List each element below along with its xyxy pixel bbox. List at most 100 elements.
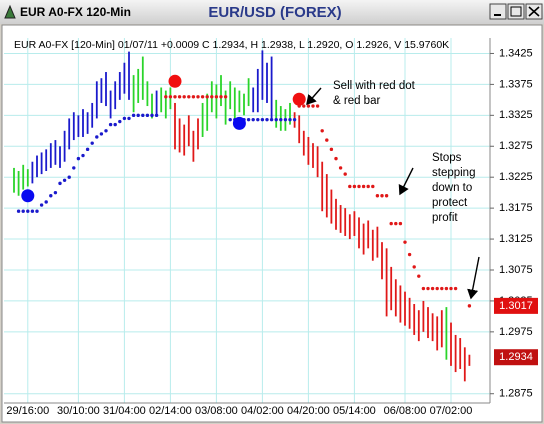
window-title: EUR A0-FX 120-Min <box>20 5 131 19</box>
stop-dot <box>283 117 288 122</box>
stop-dot <box>67 175 71 179</box>
x-tick-label: 02/14:00 <box>149 405 192 417</box>
stop-dot <box>269 117 274 122</box>
stop-dot <box>398 221 403 226</box>
price-marker <box>494 297 538 314</box>
maximize-button[interactable] <box>507 3 525 20</box>
stop-dot <box>279 117 283 122</box>
stop-dot <box>44 200 48 204</box>
signal-dot <box>292 92 306 106</box>
stop-dot <box>274 117 278 122</box>
stop-dot <box>453 286 458 291</box>
plot <box>13 50 494 395</box>
annotation-text: down to <box>432 182 472 194</box>
annotation-text: Sell with red dot <box>333 80 416 92</box>
stop-dot <box>334 156 338 161</box>
annotation-text: stepping <box>432 167 475 179</box>
y-tick-label: 1.3075 <box>499 264 533 276</box>
y-tick-label: 1.3175 <box>499 202 533 214</box>
y-tick-label: 1.3275 <box>499 140 533 152</box>
stop-dot <box>246 117 251 122</box>
y-tick-label: 1.3225 <box>499 171 533 183</box>
stop-dot <box>421 286 426 291</box>
stop-dot <box>343 172 347 176</box>
stop-dot <box>26 209 30 213</box>
stop-dot <box>39 203 44 207</box>
price-marker-label: 1.3017 <box>499 300 533 312</box>
stop-dot <box>90 141 94 145</box>
stop-dot <box>260 117 265 122</box>
window-buttons[interactable] <box>489 3 543 20</box>
stop-dot <box>329 147 334 152</box>
stop-dot <box>444 286 449 291</box>
signal-dot <box>21 189 35 203</box>
title-bar <box>0 0 544 24</box>
stop-dot <box>95 135 99 139</box>
annotation-text: & red bar <box>333 95 380 107</box>
y-tick-label: 1.2875 <box>499 388 533 400</box>
x-tick-label: 04/20:00 <box>287 405 330 417</box>
stop-dot <box>30 209 35 213</box>
stop-dot <box>375 194 380 198</box>
stop-dot <box>467 304 472 308</box>
window-icon <box>4 4 16 19</box>
stop-dot <box>191 95 196 99</box>
stop-dot <box>426 286 430 291</box>
stop-dot <box>394 221 398 226</box>
stop-dot <box>311 104 315 108</box>
annotation-arrow <box>467 256 480 300</box>
stop-dot <box>21 209 25 213</box>
price-marker-label: 1.2934 <box>499 351 533 363</box>
x-tick-label: 07/02:00 <box>430 405 473 417</box>
stop-dot <box>99 132 104 136</box>
stop-dot <box>108 122 113 127</box>
stop-dot <box>407 252 412 257</box>
annotation-text: profit <box>432 212 458 224</box>
stop-dot <box>265 117 269 122</box>
signal-dot <box>232 116 246 130</box>
stop-dot <box>76 156 81 161</box>
stop-dot <box>320 129 324 133</box>
stop-dot <box>53 190 58 195</box>
stop-dot <box>104 129 108 133</box>
y-tick-label: 1.2975 <box>499 326 533 338</box>
stop-dot <box>141 113 145 118</box>
stop-dot <box>62 178 67 182</box>
y-tick-label: 1.3375 <box>499 78 533 90</box>
x-tick-label: 03/08:00 <box>195 405 238 417</box>
stop-dot <box>306 104 311 108</box>
stop-dot <box>81 153 85 158</box>
stop-dot <box>366 184 370 189</box>
stop-dot <box>251 117 255 122</box>
stop-dot <box>214 95 219 99</box>
x-tick-label: 29/16:00 <box>6 405 49 417</box>
x-tick-label: 30/10:00 <box>57 405 100 417</box>
stop-dot <box>389 221 393 226</box>
stop-dot <box>348 184 352 189</box>
x-tick-label: 06/08:00 <box>384 405 427 417</box>
stop-dot <box>72 166 76 170</box>
stop-dot <box>35 209 39 213</box>
stop-dot <box>210 95 214 99</box>
stop-dot <box>371 184 375 189</box>
stop-dot <box>380 194 384 198</box>
price-marker <box>494 349 538 366</box>
stop-dot <box>85 147 90 152</box>
annotation: Stops stepping down to protect profit <box>398 152 475 224</box>
stop-dot <box>449 286 453 291</box>
stop-dot <box>338 166 343 170</box>
stop-dot <box>118 119 122 124</box>
stop-dot <box>113 122 117 127</box>
stop-dot <box>16 209 21 213</box>
stop-dot <box>357 184 361 189</box>
stop-dot <box>384 194 389 198</box>
stop-dot <box>187 95 191 99</box>
stop-dot <box>403 240 407 244</box>
annotation: Sell with red dot & red bar <box>306 80 416 107</box>
stop-dot <box>131 113 136 118</box>
minimize-button[interactable] <box>489 3 507 20</box>
stop-dot <box>173 95 177 99</box>
stop-dot <box>154 113 159 118</box>
stop-dot <box>325 138 329 142</box>
